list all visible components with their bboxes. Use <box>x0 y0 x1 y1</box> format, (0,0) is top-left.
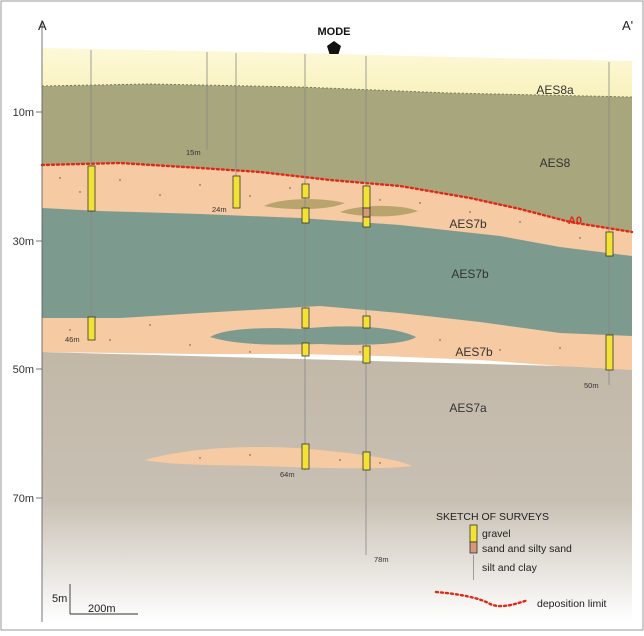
survey-depth-15m: 15m <box>186 148 201 157</box>
scale-bars <box>69 584 138 615</box>
legend-limit-line <box>434 590 530 608</box>
label-a0: A0 <box>568 215 582 227</box>
unit-aes7b-clay-layer <box>42 208 632 336</box>
unit-aes8a-layer <box>42 48 632 97</box>
olive-lens-2 <box>340 205 418 217</box>
gravel-s5-a <box>362 185 371 209</box>
sand-lens-aes7a <box>145 447 412 469</box>
unit-aes7a-layer <box>42 352 632 622</box>
gravel-s4-e <box>301 443 310 470</box>
legend-title: SKETCH OF SURVEYS <box>436 511 549 523</box>
gravel-intervals <box>87 165 614 471</box>
gravel-s5-b <box>362 216 371 228</box>
horizontal-scale-label: 200m <box>88 603 116 615</box>
mode-label: MODE <box>318 26 351 38</box>
legend-sand-label: sand and silty sand <box>482 543 572 555</box>
depth-tick-30m: 30m <box>13 236 34 248</box>
survey-depth-24m: 24m <box>212 205 227 214</box>
clay-lens <box>210 326 416 345</box>
unit-aes8-layer <box>42 84 632 232</box>
label-aes7b-lower: AES7b <box>455 345 493 359</box>
gravel-s4-a <box>301 183 310 199</box>
survey-depth-64m: 64m <box>280 470 295 479</box>
legend-gravel-swatch <box>469 524 478 543</box>
section-end-a: A <box>38 18 47 33</box>
vertical-scale-label: 5m <box>52 593 67 605</box>
gravel-s4-d <box>301 342 310 357</box>
legend-silt-label: silt and clay <box>482 562 538 574</box>
gravel-s6-a <box>605 231 614 257</box>
gravel-s6-b <box>605 334 614 371</box>
gravel-s5-d <box>362 345 371 364</box>
gravel-s1-a <box>87 165 96 212</box>
depth-tick-10m: 10m <box>13 107 34 119</box>
legend-gravel-label: gravel <box>482 528 511 540</box>
label-aes8a: AES8a <box>536 83 574 97</box>
gravel-s5-c <box>362 315 371 329</box>
gravel-s5-e <box>362 451 371 471</box>
label-aes7b-middle: AES7b <box>451 267 489 281</box>
olive-lens-1 <box>264 199 345 210</box>
gravel-s3-a <box>232 175 241 209</box>
section-end-a-prime: A' <box>622 18 633 33</box>
survey-depth-50m: 50m <box>584 381 599 390</box>
label-aes7a: AES7a <box>449 401 487 415</box>
gravel-s1-b <box>87 316 96 341</box>
legend-sand-swatch <box>469 541 478 554</box>
a0-deposition-limit <box>40 161 634 234</box>
label-aes8: AES8 <box>540 156 571 170</box>
depth-axis-ticks <box>36 111 42 499</box>
gravel-s4-c <box>301 307 310 329</box>
mode-marker-icon <box>327 41 341 54</box>
legend: SKETCH OF SURVEYS gravel sand and silty … <box>434 511 607 610</box>
depth-tick-50m: 50m <box>13 364 34 376</box>
survey-depth-46m: 46m <box>65 335 80 344</box>
depth-tick-70m: 70m <box>13 493 34 505</box>
aes8-top-boundary <box>41 83 633 98</box>
survey-depth-78m: 78m <box>374 555 389 564</box>
sand-interval-s5 <box>362 207 371 218</box>
label-aes7b-upper: AES7b <box>449 217 487 231</box>
legend-limit-label: deposition limit <box>537 598 607 610</box>
gravel-s4-b <box>301 207 310 224</box>
